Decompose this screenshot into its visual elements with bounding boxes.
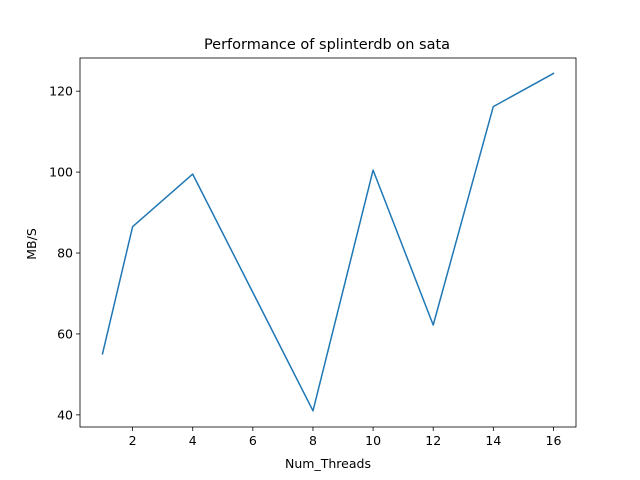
x-tick-label: 14 — [485, 433, 501, 448]
axes-frame — [79, 57, 577, 428]
x-tick-label: 8 — [309, 433, 317, 448]
x-axis-label: Num_Threads — [285, 456, 371, 471]
y-tick-label: 120 — [49, 84, 73, 99]
x-tick-label: 6 — [249, 433, 257, 448]
x-tick-label: 2 — [129, 433, 137, 448]
x-tick-label: 4 — [189, 433, 197, 448]
chart-title: Performance of splinterdb on sata — [204, 37, 450, 53]
x-tick-label: 16 — [546, 433, 562, 448]
y-tick-label: 100 — [49, 165, 73, 180]
x-tick-label: 12 — [425, 433, 441, 448]
x-tick-label: 10 — [365, 433, 381, 448]
y-tick-label: 60 — [57, 326, 73, 341]
series-line — [101, 72, 555, 412]
y-tick-label: 40 — [57, 407, 73, 422]
plot-area: 2 4 6 8 10 12 14 16 40 60 80 100 120 — [49, 57, 577, 448]
y-axis-label: MB/S — [24, 228, 39, 260]
y-tick-label: 80 — [57, 246, 73, 261]
